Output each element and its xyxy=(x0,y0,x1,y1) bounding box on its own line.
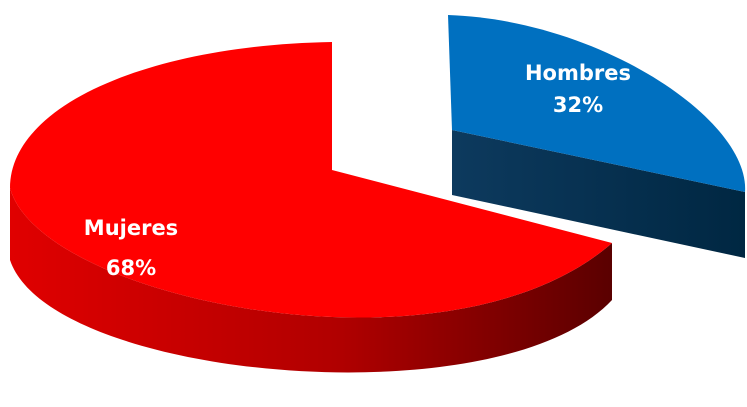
slice-mujeres-value: 68% xyxy=(106,256,156,280)
slice-mujeres-side xyxy=(10,188,612,373)
slice-hombres-label: Hombres xyxy=(525,61,631,85)
slice-hombres-side xyxy=(452,130,745,258)
slice-mujeres-top xyxy=(10,42,612,318)
slice-mujeres: Mujeres 68% xyxy=(10,42,612,373)
slice-hombres: Hombres 32% xyxy=(448,15,746,258)
slice-mujeres-label: Mujeres xyxy=(84,216,178,240)
slice-hombres-value: 32% xyxy=(553,93,603,117)
slice-hombres-top xyxy=(448,15,746,192)
